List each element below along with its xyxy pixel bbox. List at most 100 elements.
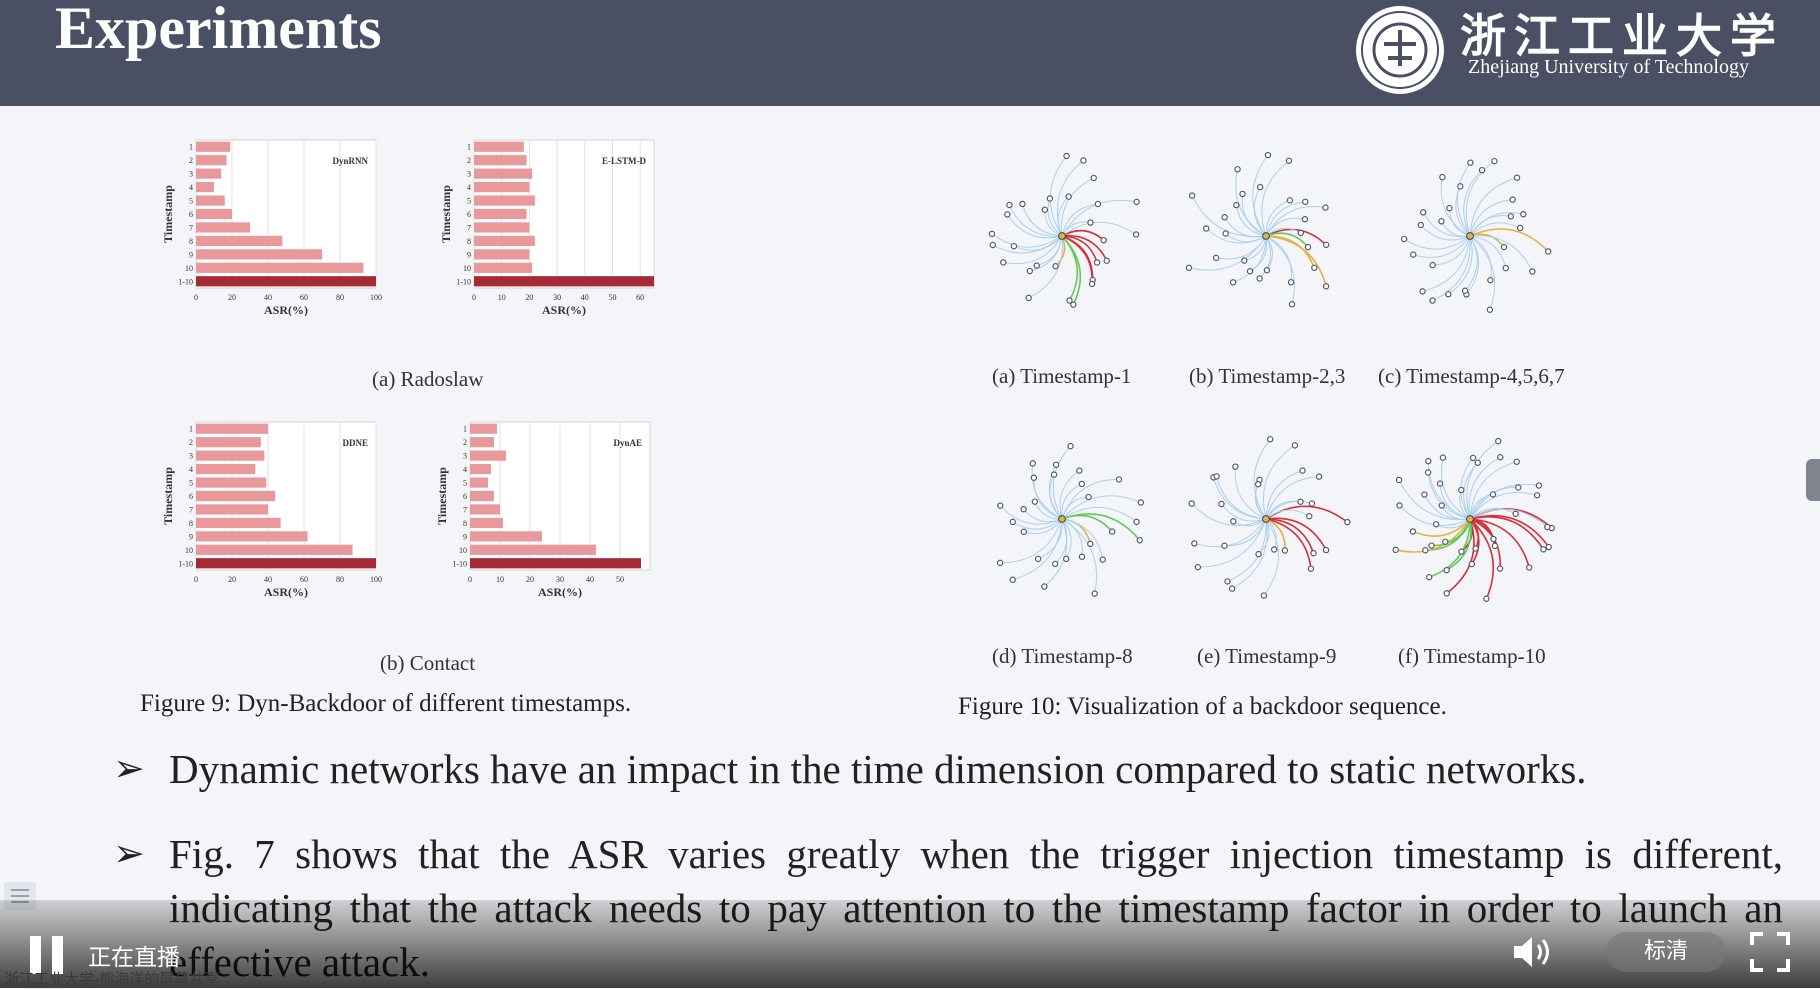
fig10-label-c: (c) Timestamp-4,5,6,7 (1378, 364, 1565, 388)
network-edge (1463, 169, 1483, 237)
network-node (1137, 499, 1145, 506)
network-edge (1265, 500, 1313, 520)
network-node (1308, 500, 1316, 507)
y-tick-label: 3 (189, 170, 193, 179)
network-edge (1221, 503, 1267, 522)
network-timestamp-10 (1392, 437, 1555, 602)
bar (196, 477, 267, 488)
network-node (1306, 513, 1313, 520)
network-edge (1021, 203, 1063, 237)
network-node (1417, 221, 1424, 229)
network-edge (1422, 212, 1471, 238)
screen-share-label: 浙江工业大学-熊海洋的屏幕共享 (4, 970, 220, 988)
network-node (1425, 457, 1432, 465)
fig10-label-d: (d) Timestamp-8 (992, 644, 1133, 668)
network-node (1020, 528, 1028, 535)
network-edge (1216, 235, 1267, 260)
network-node (1052, 263, 1059, 270)
fig10-label-e: (e) Timestamp-9 (1197, 644, 1337, 668)
network-node (1487, 276, 1494, 284)
network-edge (1265, 509, 1310, 520)
network-edge (1469, 212, 1524, 237)
network-node (1299, 467, 1306, 474)
network-node (1256, 183, 1264, 191)
network-edge (1012, 518, 1063, 581)
network-edge (1061, 229, 1105, 241)
quality-select-button[interactable]: 标清 (1606, 932, 1726, 972)
y-tick-label: 2 (463, 438, 467, 447)
y-tick-label: 1 (189, 425, 193, 434)
network-edge (1464, 235, 1478, 292)
network-edge (1263, 518, 1279, 596)
bar (474, 168, 533, 179)
volume-icon[interactable] (1510, 932, 1556, 972)
y-tick-label: 2 (467, 156, 471, 165)
network-edge (1061, 177, 1094, 237)
network-node (1420, 209, 1427, 216)
network-edge (1265, 476, 1320, 520)
x-tick-label: 50 (608, 293, 616, 302)
network-node (1489, 491, 1497, 498)
fullscreen-icon[interactable] (1750, 932, 1790, 972)
network-node (1285, 157, 1293, 164)
bar (474, 141, 524, 152)
x-tick-label: 30 (553, 293, 561, 302)
network-edge (992, 235, 1063, 254)
network-hub-node (1466, 515, 1474, 523)
network-node (1132, 231, 1140, 238)
network-node (1507, 213, 1514, 220)
y-tick-label: 5 (463, 479, 467, 488)
network-node (1297, 229, 1305, 237)
network-edge (1469, 235, 1533, 272)
y-tick-label: 9 (463, 532, 467, 541)
network-node (1254, 480, 1262, 488)
network-edge (1061, 203, 1099, 237)
network-node (1322, 241, 1330, 249)
network-node (1395, 476, 1403, 484)
network-edge (1216, 476, 1267, 520)
y-tick-label: 4 (189, 465, 193, 474)
network-node (1438, 502, 1445, 509)
network-node (1091, 590, 1098, 597)
network-node (1115, 476, 1123, 483)
network-edge (1265, 518, 1315, 554)
x-tick-label: 40 (586, 575, 594, 584)
network-node (1515, 484, 1522, 491)
network-timestamp-2-3 (1185, 151, 1330, 308)
pause-icon[interactable] (30, 936, 64, 974)
network-node (1185, 264, 1193, 271)
network-node (1070, 301, 1077, 308)
network-node (1421, 491, 1428, 498)
x-axis-label: ASR(%) (542, 303, 586, 316)
y-tick-label: 8 (463, 519, 467, 528)
side-panel-toggle[interactable] (1806, 459, 1820, 501)
ddne-bar-chart: 0 20 40 60 80 100 1 2 3 4 5 6 7 8 9 10 1-10 DDNE ASR(%) Tim… (161, 421, 382, 598)
bar (470, 490, 494, 502)
network-edge (1191, 195, 1267, 238)
network-hub-node (1058, 232, 1066, 240)
bar (196, 544, 353, 555)
network-edge (1265, 470, 1303, 520)
network-edge (1446, 518, 1475, 594)
y-tick-label: 4 (463, 465, 467, 474)
network-node (1046, 195, 1054, 202)
bar (196, 222, 250, 233)
bar (196, 141, 231, 152)
network-edge (1061, 199, 1137, 237)
network-edge (1432, 235, 1471, 302)
network-edge (1469, 518, 1480, 565)
network-node (1025, 294, 1032, 302)
network-node (1000, 259, 1007, 266)
network-edge (1398, 479, 1471, 521)
network-node (1191, 540, 1198, 547)
network-node (1009, 518, 1016, 526)
fig10-label-f: (f) Timestamp-10 (1398, 644, 1546, 668)
network-edge (1447, 235, 1473, 295)
network-node (1520, 211, 1527, 218)
figure10-caption: Figure 10: Visualization of a backdoor s… (958, 693, 1447, 720)
network-edge (1003, 235, 1063, 265)
network-node (1093, 259, 1101, 266)
bar (474, 262, 533, 273)
bar (196, 235, 283, 247)
bar (474, 155, 527, 166)
